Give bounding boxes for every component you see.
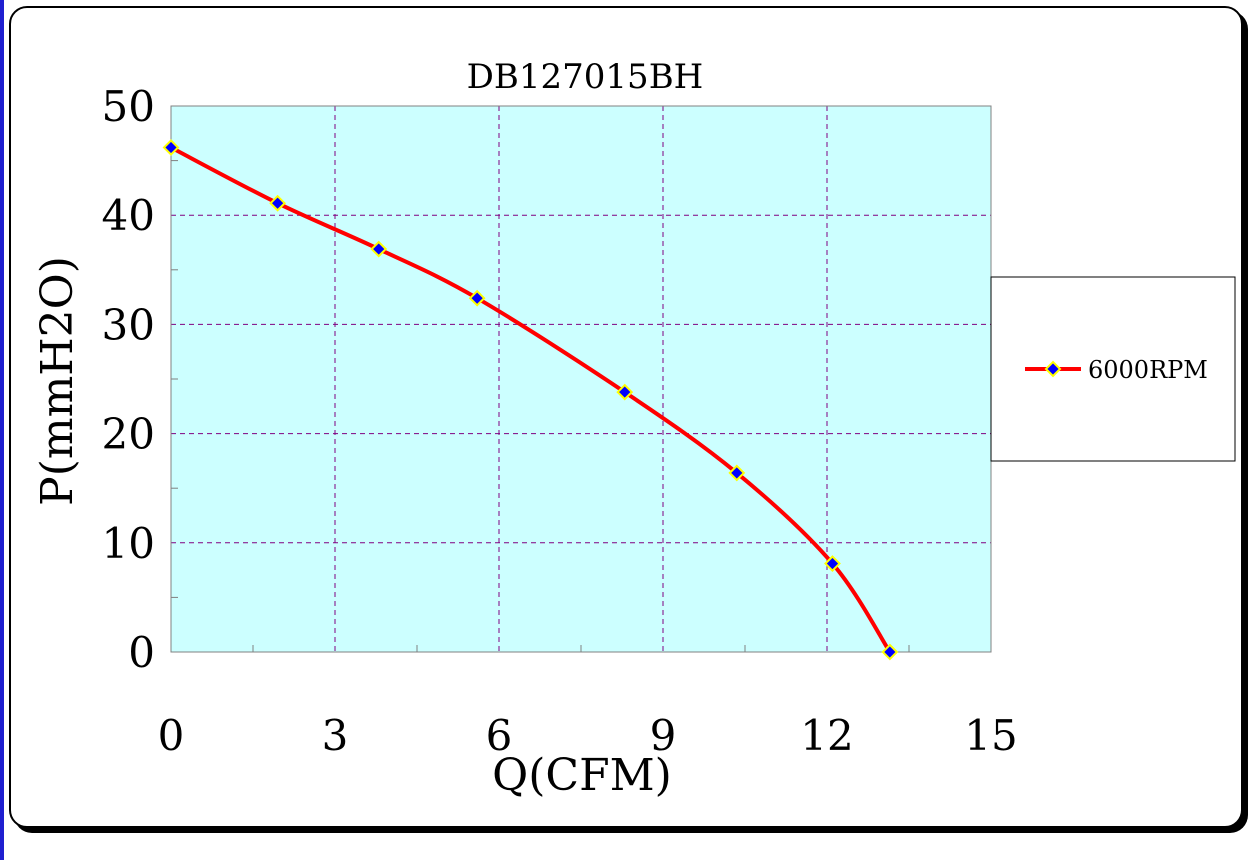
y-tick-labels: 0 10 20 30 40 50 — [102, 82, 155, 677]
y-tick-label: 50 — [102, 82, 155, 131]
legend: 6000RPM — [990, 276, 1236, 462]
x-axis-label: Q(CFM) — [492, 750, 672, 801]
chart-title: DB127015BH — [467, 57, 704, 97]
grid — [171, 106, 991, 652]
y-tick-label: 40 — [102, 191, 155, 240]
window-edge — [0, 0, 4, 860]
legend-swatch-marker — [1044, 360, 1062, 378]
series-markers — [162, 139, 899, 661]
y-tick-label: 30 — [102, 300, 155, 349]
data-point — [824, 555, 841, 572]
plot-area — [171, 106, 991, 652]
legend-label: 6000RPM — [1088, 356, 1208, 384]
y-tick-label: 0 — [128, 628, 155, 677]
data-point — [616, 383, 634, 401]
x-tick-label: 9 — [650, 711, 677, 760]
series-line-6000rpm — [169, 145, 892, 654]
x-tick-labels: 0 3 6 9 12 15 — [158, 711, 1018, 760]
x-tick-label: 12 — [800, 711, 853, 760]
x-tick-label: 15 — [964, 711, 1017, 760]
data-point — [881, 643, 899, 661]
data-point — [269, 194, 287, 212]
x-tick-label: 3 — [322, 711, 349, 760]
data-point — [370, 240, 388, 258]
data-point — [468, 289, 486, 307]
data-point — [162, 139, 180, 156]
data-point — [728, 464, 746, 482]
y-axis-label: P(mmH2O) — [32, 256, 83, 506]
y-tick-label: 20 — [102, 410, 155, 459]
minor-ticks — [171, 160, 910, 652]
x-tick-label: 0 — [158, 711, 185, 760]
y-tick-label: 10 — [102, 519, 155, 568]
x-tick-label: 6 — [486, 711, 513, 760]
